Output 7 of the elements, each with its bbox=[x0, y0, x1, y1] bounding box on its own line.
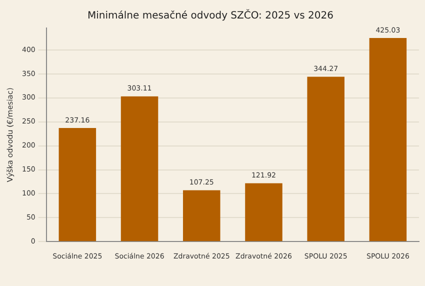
bar bbox=[182, 190, 220, 242]
chart-title: Minimálne mesačné odvody SZČO: 2025 vs 2026 bbox=[88, 8, 334, 22]
bar bbox=[245, 183, 282, 242]
bar bbox=[58, 128, 96, 242]
bar bbox=[120, 96, 158, 242]
bar bbox=[369, 38, 407, 242]
bar bbox=[307, 76, 344, 242]
